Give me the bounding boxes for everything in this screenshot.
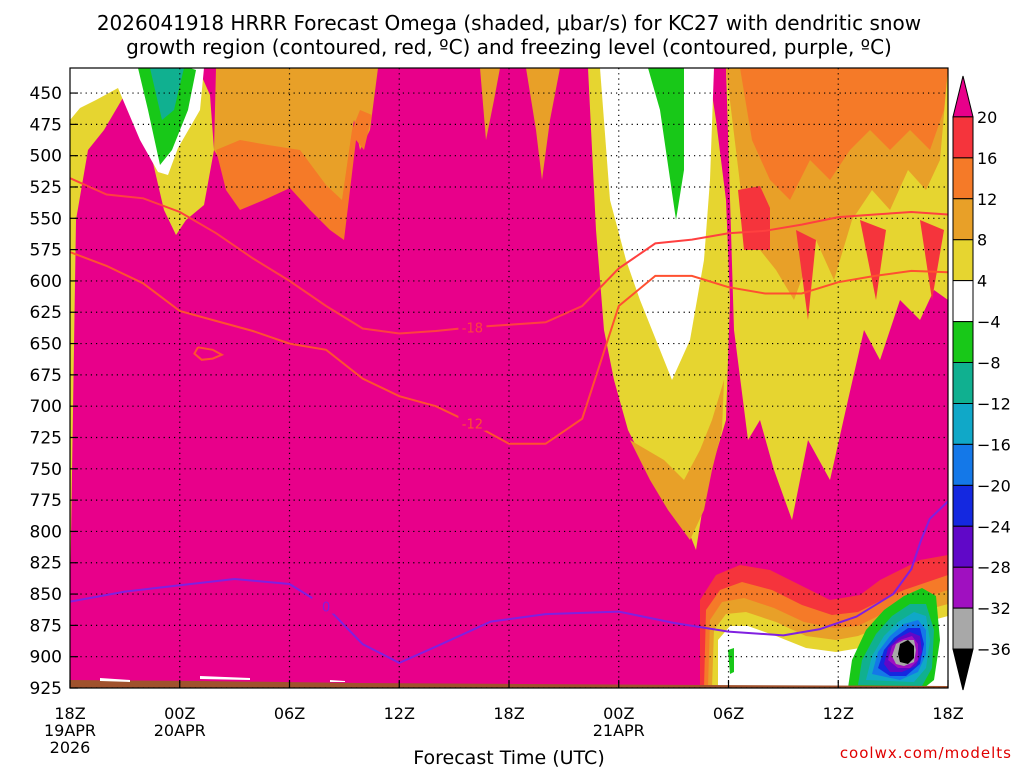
contour-label-bg: [458, 318, 487, 335]
y-tick-label: 575: [30, 241, 62, 261]
x-tick-label: 00Z: [164, 704, 195, 723]
colorbar-bin: [952, 198, 974, 241]
y-tick-label: 450: [30, 84, 62, 104]
x-tick-label: 12Z: [823, 704, 854, 723]
colorbar-label: −28: [977, 558, 1011, 577]
gridlines: [70, 68, 948, 688]
y-tick-label: 725: [30, 428, 62, 448]
colorbar-label: −12: [977, 394, 1011, 413]
contour-label: -12: [462, 418, 483, 433]
chart-title-line-1: 2026041918 HRRR Forecast Omega (shaded, …: [97, 11, 921, 35]
x-tick-date: 20APR: [154, 721, 206, 740]
shade-upper-rightmid-yellow: [480, 68, 560, 180]
contour-label: -18: [462, 321, 483, 336]
shade-center-white: [600, 68, 714, 380]
shade-right-deep-red: [738, 186, 944, 320]
y-axis-pressure: 450 475 500 525 550 575 600 625 650 675 700 725 750 7…: [30, 84, 78, 699]
y-tick-label: 925: [30, 679, 62, 699]
y-tick-label: 475: [30, 115, 62, 135]
colorbar-label: 4: [977, 272, 987, 291]
colorbar-bin: [952, 239, 974, 282]
contour-label-bg: [312, 597, 341, 614]
shade-upper-left-teal: [150, 68, 184, 120]
x-tick-label: 18Z: [493, 704, 524, 723]
y-tick-label: 800: [30, 522, 62, 542]
shade-center-orange: [630, 380, 724, 540]
colorbar-label: 8: [977, 231, 987, 250]
y-tick-label: 525: [30, 178, 62, 198]
colorbar-bin: [952, 443, 974, 486]
contour-lines: -18 -12 0: [70, 177, 948, 665]
shade-upper-mid-red: [216, 110, 372, 240]
contour-label-bg: [458, 414, 487, 431]
shade-right-red: [740, 68, 948, 200]
x-tick-label: 06Z: [274, 704, 305, 723]
y-tick-label: 675: [30, 366, 62, 386]
y-tick-label: 900: [30, 648, 62, 668]
shade-upper-left-green: [138, 68, 196, 165]
colorbar-bin: [952, 484, 974, 527]
colorbar-label: −32: [977, 599, 1011, 618]
colorbar-bin: [952, 566, 974, 609]
y-tick-label: 750: [30, 460, 62, 480]
omega-shading: [70, 68, 948, 688]
colorbar-bin: [952, 525, 974, 568]
x-tick-year: 2026: [50, 738, 91, 757]
shade-center-green: [648, 68, 684, 220]
contour-line: [70, 251, 948, 445]
shade-upper-mid-orange: [214, 68, 378, 220]
x-tick-date: 19APR: [44, 721, 96, 740]
contour-line: [70, 500, 948, 665]
y-tick-label: 650: [30, 335, 62, 355]
x-axis-label: Forecast Time (UTC): [413, 747, 604, 768]
colorbar: 20 16 12 8 4 −4 −8 −12 −16 −20 −24 −28 −32 −36: [952, 75, 1011, 691]
ground-white-dashes: [100, 676, 810, 683]
colorbar-label: −20: [977, 476, 1011, 495]
y-tick-label: 600: [30, 272, 62, 292]
y-tick-label: 625: [30, 303, 62, 323]
y-tick-label: 550: [30, 209, 62, 229]
colorbar-bin: [952, 321, 974, 364]
y-tick-label: 700: [30, 397, 62, 417]
x-tick-label: 18Z: [54, 704, 85, 723]
colorbar-bin: [952, 362, 974, 404]
x-tick-label: 12Z: [384, 704, 415, 723]
x-tick-label: 00Z: [603, 704, 634, 723]
shade-small-green: [728, 648, 734, 674]
colorbar-bin: [952, 402, 974, 445]
colorbar-label: −36: [977, 640, 1011, 659]
x-tick-label: 18Z: [932, 704, 963, 723]
contour-label: 0: [322, 601, 330, 616]
plot-area: -18 -12 0: [69, 67, 949, 689]
colorbar-label: −4: [977, 313, 1001, 332]
colorbar-label: 20: [977, 108, 997, 127]
colorbar-bin: [952, 116, 974, 159]
colorbar-label: −24: [977, 517, 1011, 536]
x-tick-label: 06Z: [713, 704, 744, 723]
chart-title-line-2: growth region (contoured, red, ºC) and f…: [126, 35, 892, 59]
credit-text: coolwx.com/modelts: [840, 744, 1012, 762]
colorbar-bin: [952, 648, 974, 691]
colorbar-bin: [952, 280, 974, 323]
contour-line: [70, 177, 948, 335]
colorbar-label: 16: [977, 149, 997, 168]
y-tick-label: 825: [30, 554, 62, 574]
y-tick-label: 875: [30, 616, 62, 636]
y-tick-label: 850: [30, 585, 62, 605]
contour-line: [193, 346, 225, 361]
y-tick-label: 775: [30, 491, 62, 511]
colorbar-bin: [952, 607, 974, 650]
colorbar-label: −16: [977, 435, 1011, 454]
colorbar-label: −8: [977, 354, 1001, 373]
shade-core-black: [898, 640, 914, 664]
x-tick-date: 21APR: [593, 721, 645, 740]
colorbar-bin: [952, 75, 974, 118]
colorbar-bin: [952, 157, 974, 200]
colorbar-label: 12: [977, 190, 997, 209]
y-tick-label: 500: [30, 147, 62, 167]
